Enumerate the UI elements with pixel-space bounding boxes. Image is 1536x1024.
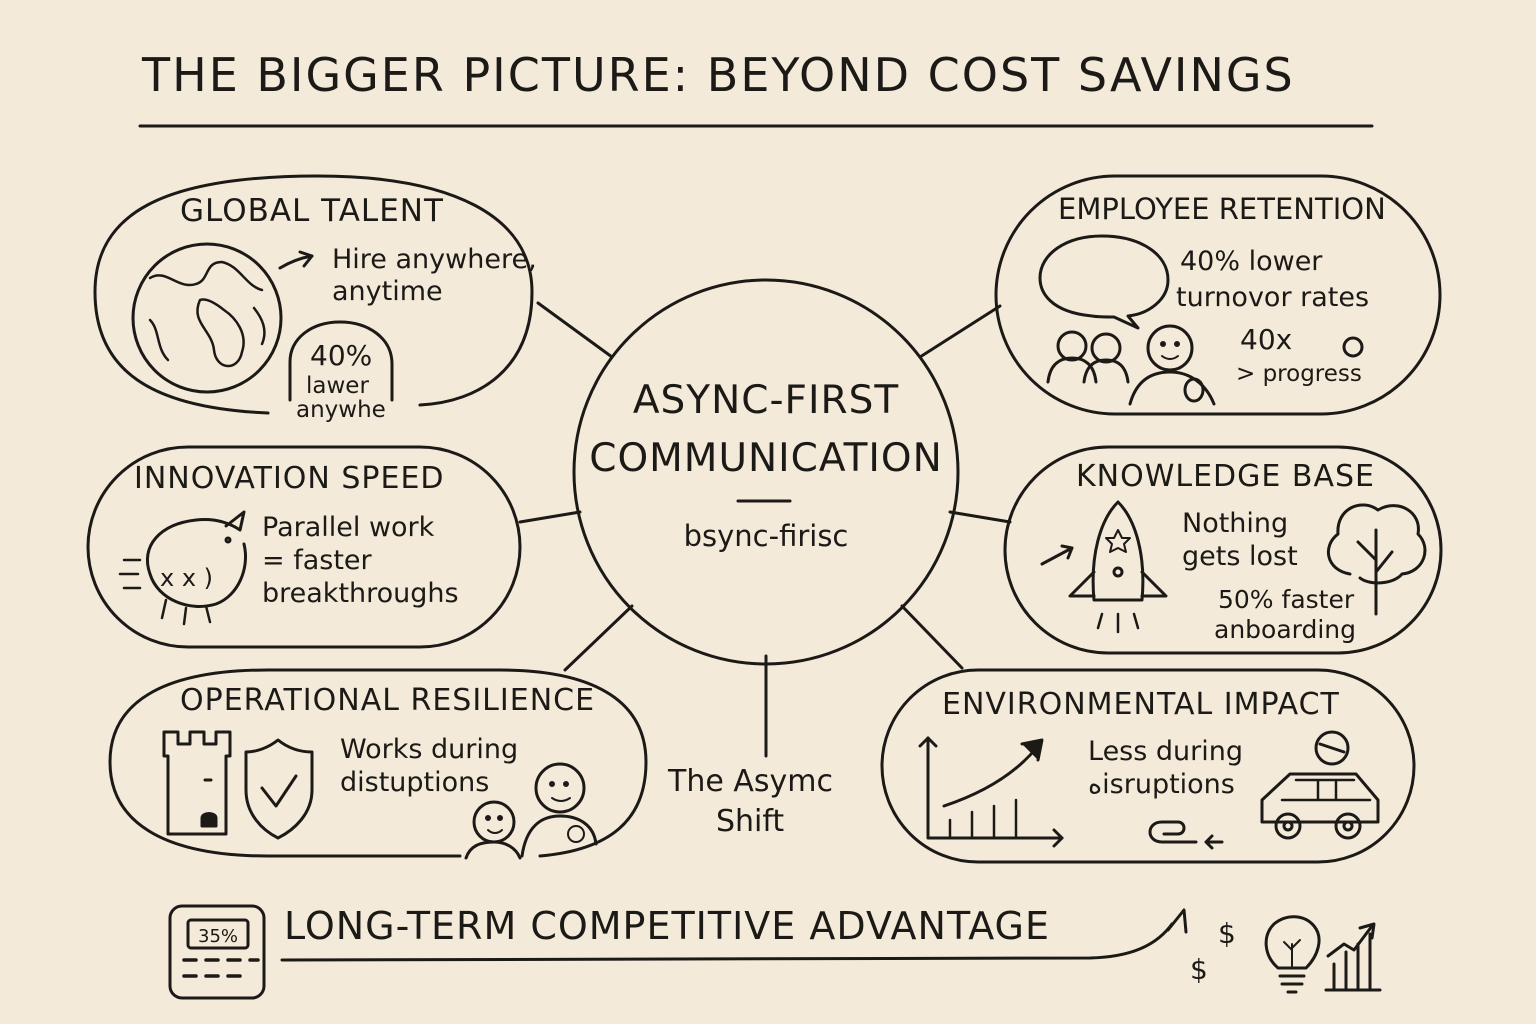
footer-label: LONG-TERM COMPETITIVE ADVANTAGE bbox=[284, 904, 1051, 948]
operational-resilience-text-1: Works during bbox=[340, 734, 519, 765]
global-talent-badge-2: lawer bbox=[306, 373, 369, 399]
knowledge-base-heading: KNOWLEDGE BASE bbox=[1076, 459, 1375, 494]
shift-label-line2: Shift bbox=[716, 804, 785, 839]
castle-icon bbox=[162, 730, 232, 836]
globe-icon bbox=[131, 242, 283, 394]
knowledge-base-text-2: gets lost bbox=[1182, 541, 1298, 572]
footer-arrow-head bbox=[1166, 908, 1188, 934]
operational-resilience-bubble bbox=[108, 668, 648, 858]
page-title: THE BIGGER PICTURE: BEYOND COST SAVINGS bbox=[142, 48, 1295, 102]
innovation-speed-text-2: = faster bbox=[262, 545, 372, 576]
dollar-sign-2: $ bbox=[1190, 953, 1208, 986]
innovation-speed-text-3: breakthroughs bbox=[262, 578, 459, 609]
global-talent-text-1: Hire anywhere, bbox=[332, 244, 537, 275]
operational-resilience-text-2: distuptions bbox=[340, 767, 490, 798]
innovation-speed-heading: INNOVATION SPEED bbox=[134, 461, 445, 496]
center-circle bbox=[572, 278, 960, 666]
connector-lines bbox=[518, 301, 1012, 758]
speed-creature-eyes: x x ) bbox=[160, 564, 214, 592]
global-talent-badge-3: anywhe bbox=[296, 397, 386, 423]
loop-arrow-icon bbox=[1148, 820, 1224, 850]
knowledge-base-bubble bbox=[1003, 445, 1443, 655]
innovation-speed-text-1: Parallel work bbox=[262, 512, 435, 543]
center-title-line2: COMMUNICATION bbox=[589, 436, 943, 481]
global-talent-heading: GLOBAL TALENT bbox=[180, 193, 444, 229]
rocket-icon bbox=[1040, 500, 1168, 634]
employee-retention-bubble bbox=[994, 174, 1442, 416]
innovation-speed-bubble bbox=[86, 445, 522, 649]
shift-label-line1: The Asymc bbox=[668, 764, 833, 799]
arrow-icon bbox=[278, 250, 314, 270]
knowledge-base-text-1: Nothing bbox=[1182, 508, 1289, 539]
footer-underline bbox=[280, 922, 1174, 962]
people-group-icon bbox=[1046, 324, 1364, 406]
employee-retention-text-1: 40% lower bbox=[1180, 246, 1323, 277]
tree-icon bbox=[1327, 503, 1427, 616]
people-pair-icon bbox=[464, 762, 598, 860]
calculator-icon bbox=[168, 904, 266, 1000]
global-talent-badge-1: 40% bbox=[310, 339, 373, 372]
operational-resilience-heading: OPERATIONAL RESILIENCE bbox=[180, 683, 596, 718]
employee-retention-text-2: turnovor rates bbox=[1176, 282, 1370, 313]
environmental-impact-text-2: هisruptions bbox=[1088, 769, 1235, 800]
calculator-display: 35% bbox=[198, 926, 239, 947]
environmental-impact-heading: ENVIRONMENTAL IMPACT bbox=[942, 687, 1340, 722]
speed-creature-icon bbox=[118, 510, 247, 626]
global-talent-text-2: anytime bbox=[332, 276, 443, 307]
bar-chart-up-icon bbox=[1324, 922, 1382, 992]
employee-retention-stat-2: > progress bbox=[1236, 361, 1362, 387]
shield-check-icon bbox=[244, 738, 314, 840]
lightbulb-icon bbox=[1264, 915, 1321, 994]
center-subtitle: bsync-firisc bbox=[683, 519, 849, 553]
knowledge-base-text-3: 50% faster bbox=[1218, 585, 1355, 614]
knowledge-base-text-4: anboarding bbox=[1214, 615, 1357, 644]
growth-chart-icon bbox=[918, 736, 1064, 848]
person-car-icon bbox=[1260, 730, 1380, 840]
global-talent-bubble bbox=[93, 174, 534, 415]
center-title-line1: ASYNC-FIRST bbox=[632, 378, 900, 423]
employee-retention-stat-1: 40x bbox=[1240, 323, 1293, 356]
arch-badge-icon bbox=[288, 320, 394, 402]
environmental-impact-bubble bbox=[880, 668, 1416, 864]
speech-bubble-icon bbox=[1038, 234, 1170, 330]
dollar-sign-1: $ bbox=[1218, 917, 1236, 950]
environmental-impact-text-1: Less during bbox=[1088, 736, 1243, 767]
employee-retention-heading: EMPLOYEE RETENTION bbox=[1058, 192, 1386, 226]
